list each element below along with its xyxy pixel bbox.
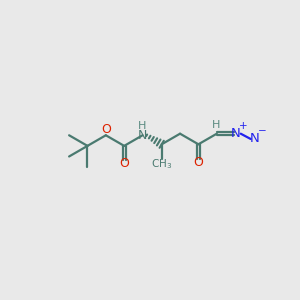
Text: N: N <box>249 133 259 146</box>
Text: +: + <box>239 121 248 131</box>
Text: O: O <box>194 156 203 169</box>
Text: N: N <box>138 129 147 142</box>
Text: H: H <box>137 121 146 131</box>
Text: H: H <box>212 120 220 130</box>
Text: O: O <box>119 158 129 170</box>
Text: −: − <box>257 126 266 136</box>
Text: CH$_3$: CH$_3$ <box>151 158 172 171</box>
Text: N: N <box>231 127 241 140</box>
Text: O: O <box>101 124 111 136</box>
